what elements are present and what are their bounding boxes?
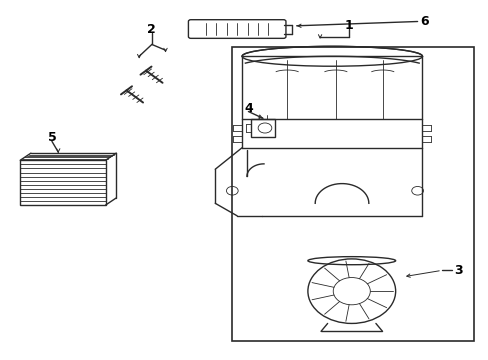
Text: 1: 1: [344, 19, 353, 32]
Text: 4: 4: [244, 102, 252, 115]
Text: 5: 5: [47, 131, 56, 144]
Text: 3: 3: [453, 264, 462, 277]
Bar: [20, 160, 105, 205]
Bar: [251, 119, 274, 137]
Text: 2: 2: [147, 23, 156, 36]
Text: 6: 6: [420, 15, 428, 28]
Bar: [232, 47, 473, 341]
